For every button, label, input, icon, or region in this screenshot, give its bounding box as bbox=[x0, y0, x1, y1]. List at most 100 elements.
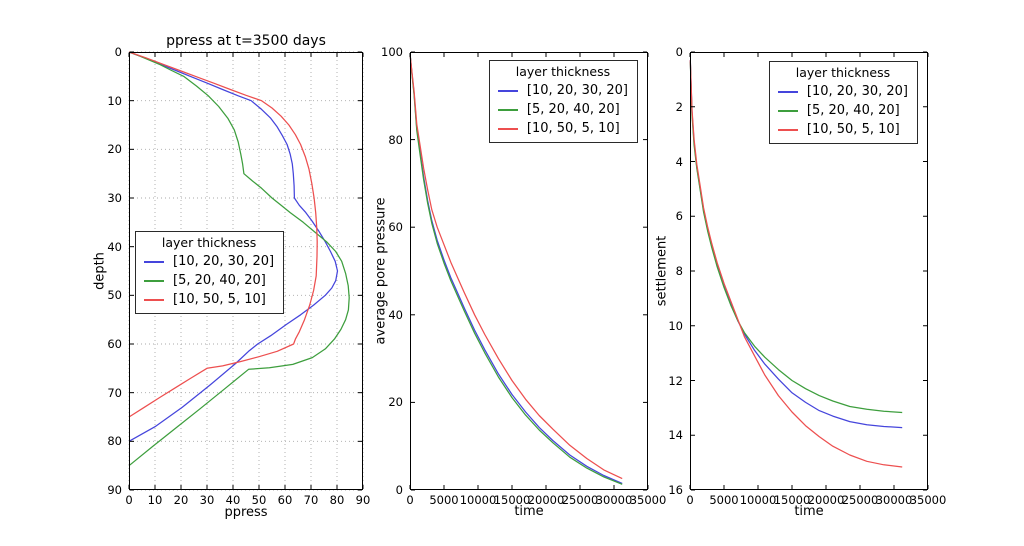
legend-title: layer thickness bbox=[161, 235, 257, 250]
green-line-swatch bbox=[777, 110, 798, 112]
series-line bbox=[128, 51, 339, 442]
legend-entry-label: [5, 20, 40, 20] bbox=[806, 103, 900, 118]
x-tick-label: 70 bbox=[303, 493, 319, 507]
x-tick-label: 35000 bbox=[909, 493, 947, 507]
x-tick-label: 30000 bbox=[875, 493, 913, 507]
legend-entry: [10, 50, 5, 10] bbox=[497, 121, 628, 137]
right-plot-xlabel: time bbox=[794, 504, 824, 519]
y-tick-label: 70 bbox=[107, 385, 122, 400]
left-plot-xlabel: ppress bbox=[224, 505, 268, 520]
legend-title: layer thickness bbox=[515, 64, 611, 79]
y-tick-label: 60 bbox=[388, 220, 403, 235]
y-tick-label: 80 bbox=[388, 132, 403, 147]
middle-plot-ylabel: average pore pressure bbox=[373, 197, 389, 345]
red-line-swatch bbox=[497, 128, 518, 130]
red-line-swatch bbox=[777, 129, 798, 131]
y-tick-label: 0 bbox=[395, 483, 403, 497]
series-line bbox=[409, 56, 623, 485]
y-tick-label: 16 bbox=[668, 483, 683, 497]
axes-spine bbox=[690, 52, 928, 490]
blue-line-swatch bbox=[777, 91, 798, 93]
left-plot-title: ppress at t=3500 days bbox=[166, 33, 326, 49]
right-plot-ylabel: settlement bbox=[654, 235, 670, 307]
y-tick-label: 80 bbox=[107, 434, 122, 449]
y-tick-label: 0 bbox=[114, 45, 122, 59]
legend-entry-label: [10, 50, 5, 10] bbox=[526, 121, 620, 136]
y-tick-label: 90 bbox=[107, 483, 122, 497]
y-tick-label: 12 bbox=[668, 373, 683, 388]
y-tick-label: 50 bbox=[107, 288, 122, 303]
right-plot-legend: layer thickness [10, 20, 30, 20] [5, 20,… bbox=[768, 61, 918, 144]
y-tick-label: 14 bbox=[668, 428, 683, 443]
x-tick-label: 35000 bbox=[629, 493, 667, 507]
y-tick-label: 60 bbox=[107, 337, 122, 351]
x-tick-label: 10 bbox=[147, 493, 163, 507]
x-tick-label: 0 bbox=[686, 493, 694, 507]
middle-plot-canvas bbox=[409, 51, 649, 491]
axes-spine bbox=[410, 52, 648, 490]
legend-entry: [10, 20, 30, 20] bbox=[144, 254, 274, 270]
y-tick-label: 40 bbox=[107, 239, 122, 254]
x-tick-label: 15000 bbox=[773, 493, 811, 507]
x-tick-label: 20 bbox=[173, 493, 189, 507]
series-line bbox=[689, 60, 903, 468]
x-tick-label: 90 bbox=[355, 493, 371, 507]
x-tick-label: 0 bbox=[406, 493, 414, 507]
x-tick-label: 10000 bbox=[739, 493, 777, 507]
series-line bbox=[409, 56, 623, 480]
legend-entry-label: [10, 20, 30, 20] bbox=[806, 84, 908, 99]
y-tick-label: 4 bbox=[675, 154, 683, 169]
left-plot-ylabel: depth bbox=[92, 252, 108, 290]
y-tick-label: 30 bbox=[107, 191, 122, 205]
x-tick-label: 25000 bbox=[561, 493, 599, 507]
y-tick-label: 40 bbox=[388, 307, 403, 322]
x-tick-label: 15000 bbox=[493, 493, 531, 507]
y-tick-label: 10 bbox=[668, 318, 683, 333]
green-line-swatch bbox=[144, 280, 164, 282]
legend-entry: [5, 20, 40, 20] bbox=[497, 102, 628, 118]
y-tick-label: 6 bbox=[675, 209, 683, 224]
x-tick-label: 60 bbox=[277, 493, 293, 507]
y-tick-label: 100 bbox=[381, 45, 403, 59]
x-tick-label: 5000 bbox=[429, 493, 459, 507]
legend-entry: [10, 20, 30, 20] bbox=[777, 84, 908, 100]
middle-plot-xlabel: time bbox=[514, 504, 544, 519]
legend-title: layer thickness bbox=[795, 65, 891, 80]
y-tick-label: 8 bbox=[675, 264, 683, 278]
red-line-swatch bbox=[144, 299, 164, 301]
legend-entry-label: [5, 20, 40, 20] bbox=[526, 102, 620, 117]
x-tick-label: 20000 bbox=[527, 493, 565, 507]
y-tick-label: 20 bbox=[388, 395, 403, 410]
middle-plot-legend: layer thickness [10, 20, 30, 20] [5, 20,… bbox=[488, 60, 638, 143]
right-plot-canvas bbox=[689, 51, 929, 491]
middle-plot-axes: layer thickness [10, 20, 30, 20] [5, 20,… bbox=[381, 46, 666, 506]
x-tick-label: 40 bbox=[225, 493, 241, 507]
legend-entry: [10, 20, 30, 20] bbox=[497, 83, 628, 99]
series-line bbox=[128, 51, 318, 418]
x-tick-label: 20000 bbox=[807, 493, 845, 507]
legend-entry-label: [10, 20, 30, 20] bbox=[173, 254, 275, 269]
x-tick-label: 5000 bbox=[709, 493, 739, 507]
x-tick-label: 30000 bbox=[595, 493, 633, 507]
x-tick-label: 10000 bbox=[459, 493, 497, 507]
blue-line-swatch bbox=[497, 90, 518, 92]
legend-entry: [5, 20, 40, 20] bbox=[144, 273, 274, 289]
green-line-swatch bbox=[497, 109, 518, 111]
legend-entry: [10, 50, 5, 10] bbox=[777, 122, 908, 138]
blue-line-swatch bbox=[144, 261, 164, 263]
left-plot-axes: layer thickness [10, 20, 30, 20] [5, 20,… bbox=[107, 46, 370, 506]
legend-entry-label: [10, 50, 5, 10] bbox=[806, 122, 900, 137]
legend-entry: [5, 20, 40, 20] bbox=[777, 103, 908, 119]
legend-entry: [10, 50, 5, 10] bbox=[144, 292, 274, 308]
y-tick-label: 0 bbox=[675, 45, 683, 59]
y-tick-label: 20 bbox=[107, 142, 122, 157]
y-tick-label: 10 bbox=[107, 93, 122, 108]
x-tick-label: 30 bbox=[199, 493, 215, 507]
x-tick-label: 25000 bbox=[841, 493, 879, 507]
legend-entry-label: [10, 50, 5, 10] bbox=[173, 292, 266, 307]
x-tick-label: 50 bbox=[251, 493, 267, 507]
axes-spine bbox=[129, 52, 363, 490]
y-tick-label: 2 bbox=[675, 99, 683, 114]
series-line bbox=[128, 51, 350, 467]
